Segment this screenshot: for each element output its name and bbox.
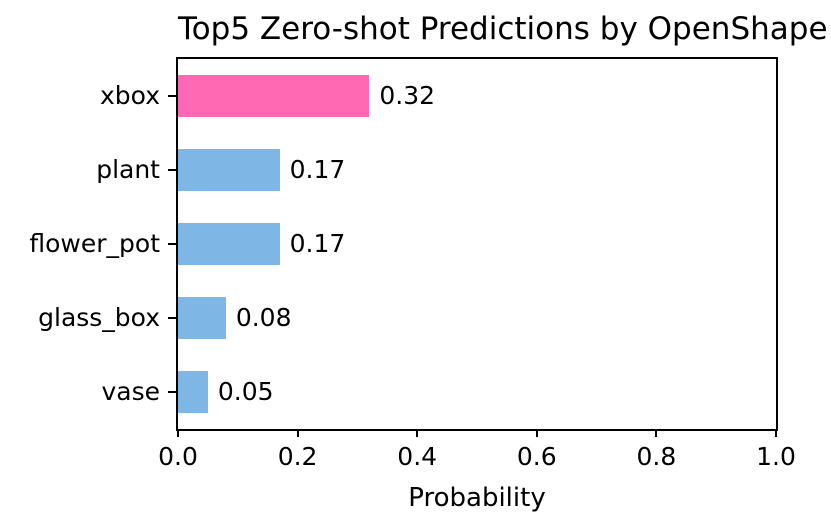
xtick-mark <box>535 429 538 437</box>
xtick-mark <box>416 429 419 437</box>
xtick-mark <box>655 429 658 437</box>
ytick-label-vase: vase <box>101 377 160 406</box>
bar-value-label-xbox: 0.32 <box>379 81 436 110</box>
xtick-label-0.8: 0.8 <box>636 442 677 471</box>
ytick-label-glass_box: glass_box <box>38 303 160 332</box>
bar-vase <box>178 371 208 413</box>
xtick-label-0.6: 0.6 <box>516 442 557 471</box>
bar-value-label-flower_pot: 0.17 <box>289 229 346 258</box>
xtick-mark <box>177 429 179 437</box>
xtick-mark <box>296 429 299 437</box>
xtick-label-0.2: 0.2 <box>277 442 318 471</box>
bar-glass_box <box>178 297 226 339</box>
ytick-mark <box>168 243 176 245</box>
ytick-mark <box>168 391 176 393</box>
ytick-mark <box>168 317 176 319</box>
ytick-mark <box>168 95 176 97</box>
bar-value-label-vase: 0.05 <box>217 377 274 406</box>
ytick-label-xbox: xbox <box>100 81 160 110</box>
bar-value-label-plant: 0.17 <box>289 155 346 184</box>
bar-value-label-glass_box: 0.08 <box>235 303 292 332</box>
bar-xbox <box>178 75 370 117</box>
bar-flower_pot <box>178 223 280 265</box>
ytick-label-flower_pot: flower_pot <box>29 229 160 258</box>
ytick-label-plant: plant <box>96 155 160 184</box>
ytick-mark <box>168 169 176 171</box>
xtick-label-1.0: 1.0 <box>756 442 796 471</box>
xtick-mark <box>775 429 777 437</box>
xtick-label-0.4: 0.4 <box>397 442 438 471</box>
xtick-label-0.0: 0.0 <box>158 442 198 471</box>
bar-plant <box>178 149 280 191</box>
chart-title: Top5 Zero-shot Predictions by OpenShape <box>178 11 828 47</box>
x-axis-title: Probability <box>408 483 546 513</box>
